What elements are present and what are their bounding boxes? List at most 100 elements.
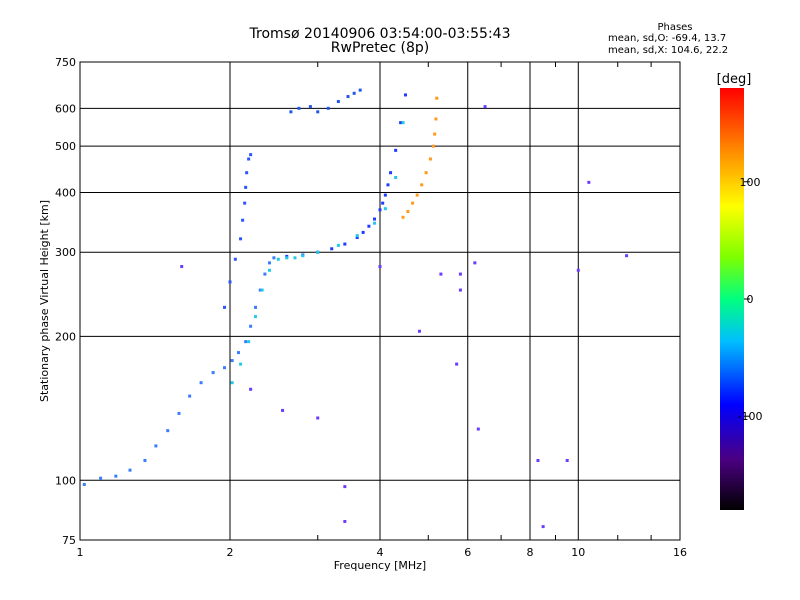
data-point [326, 106, 330, 110]
data-point [358, 88, 362, 92]
data-point [473, 261, 477, 265]
data-point [330, 247, 334, 251]
data-point [188, 394, 192, 398]
data-point [263, 272, 267, 276]
y-tick-label: 500 [55, 140, 76, 153]
data-point [455, 362, 459, 366]
data-point [281, 408, 285, 412]
data-point [428, 157, 432, 161]
data-point [293, 256, 297, 260]
data-point [249, 153, 253, 157]
data-point [389, 171, 393, 175]
data-point [403, 93, 407, 97]
x-tick-label: 8 [527, 546, 534, 559]
data-point [177, 411, 181, 415]
colorbar-gradient [720, 88, 744, 510]
data-point [199, 381, 203, 385]
phase-legend-heading: Phases [657, 22, 693, 33]
data-point [272, 256, 276, 260]
data-point [565, 458, 569, 462]
y-tick-label: 600 [55, 102, 76, 115]
data-point [230, 359, 234, 363]
y-tick-label: 100 [55, 474, 76, 487]
data-point [625, 254, 629, 258]
data-point [211, 371, 215, 375]
data-point [541, 525, 545, 529]
data-point [316, 416, 320, 420]
data-point [267, 261, 271, 265]
data-point [434, 117, 438, 121]
y-axis-label: Stationary phase Virtual Height [km] [38, 200, 51, 402]
data-point [82, 482, 86, 486]
colorbar-tick-label: 0 [747, 293, 754, 306]
data-point [230, 381, 234, 385]
data-point [381, 201, 385, 205]
data-point [399, 121, 403, 125]
data-point [228, 280, 232, 284]
data-point [431, 144, 435, 148]
data-point [308, 105, 312, 109]
x-tick-label: 2 [227, 546, 234, 559]
y-tick-label: 200 [55, 330, 76, 343]
data-point [245, 171, 249, 175]
data-point [343, 519, 347, 523]
data-point [260, 288, 264, 292]
data-point [386, 183, 390, 187]
data-point [367, 224, 371, 228]
x-tick-label: 4 [377, 546, 384, 559]
colorbar: [deg] 100 0 -100 [717, 72, 762, 510]
data-point [316, 250, 320, 254]
data-point [239, 237, 243, 241]
data-point [244, 185, 248, 189]
data-point [411, 201, 415, 205]
data-point [241, 218, 245, 222]
y-tick-label: 75 [62, 534, 76, 547]
data-point [233, 257, 237, 261]
data-point [249, 324, 253, 328]
data-point [458, 272, 462, 276]
data-point [297, 106, 301, 110]
data-point [346, 95, 350, 99]
y-tick-label: 400 [55, 186, 76, 199]
data-point [244, 340, 248, 344]
data-point [401, 215, 405, 219]
data-point [576, 268, 580, 272]
data-point [258, 288, 262, 292]
data-point [420, 183, 424, 187]
data-point [276, 257, 280, 261]
data-point [316, 110, 320, 114]
data-point [247, 157, 251, 161]
data-point [154, 444, 158, 448]
data-point [236, 351, 240, 355]
data-point [383, 193, 387, 197]
x-tick-label: 16 [673, 546, 687, 559]
y-tick-label: 750 [55, 56, 76, 69]
data-point [223, 305, 227, 309]
data-point [401, 121, 405, 125]
data-point [99, 476, 103, 480]
data-point [343, 242, 347, 246]
data-point [143, 458, 147, 462]
data-point [352, 91, 356, 95]
data-point [394, 175, 398, 179]
data-point [435, 96, 439, 100]
data-point [243, 201, 247, 205]
data-point [433, 132, 437, 136]
colorbar-tick-label: 100 [740, 176, 761, 189]
data-point [483, 105, 487, 109]
data-point [253, 305, 257, 309]
data-point [383, 207, 387, 211]
plot-area: 1 2 4 6 8 10 16 75 100 200 300 400 500 600 750 Frequenc… [38, 56, 687, 572]
x-tick-label: 1 [77, 546, 84, 559]
chart-subtitle: RwPretec (8p) [330, 40, 430, 56]
data-point [247, 340, 251, 344]
data-point [424, 171, 428, 175]
data-point [415, 193, 419, 197]
data-point [394, 148, 398, 152]
x-axis-label: Frequency [MHz] [334, 559, 426, 572]
data-point [373, 217, 377, 221]
data-point [439, 272, 443, 276]
data-point [336, 243, 340, 247]
x-tick-label: 10 [571, 546, 585, 559]
